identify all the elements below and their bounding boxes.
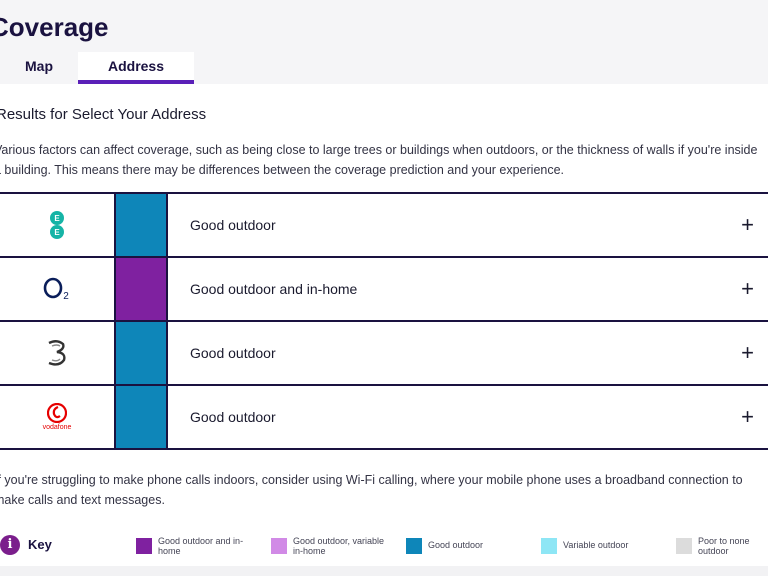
svg-text:2: 2	[63, 291, 69, 302]
tab-address[interactable]: Address	[78, 52, 194, 84]
network-row-o2[interactable]: 2 Good outdoor and in-home +	[0, 256, 768, 320]
key-label: Variable outdoor	[563, 540, 629, 550]
expand-plus-icon[interactable]: +	[741, 276, 754, 301]
coverage-label: Good outdoor and in-home	[190, 281, 358, 297]
coverage-label: Good outdoor	[190, 409, 276, 425]
wifi-calling-note: If you're struggling to make phone calls…	[0, 473, 743, 507]
key-label: Poor to none outdoor	[698, 536, 750, 556]
coverage-swatch	[114, 386, 168, 448]
coverage-swatch	[114, 194, 168, 256]
key-label: Good outdoor and in-home	[158, 536, 244, 556]
key-label: Good outdoor	[428, 540, 484, 550]
footer-strip	[0, 566, 768, 576]
three-logo-icon	[0, 322, 114, 384]
key-swatch	[541, 538, 557, 554]
key-swatch	[406, 538, 422, 554]
expand-plus-icon[interactable]: +	[741, 404, 754, 429]
results-heading: Results for Select Your Address	[0, 106, 207, 123]
key-label: Good outdoor, variable in-home	[293, 536, 385, 556]
expand-plus-icon[interactable]: +	[741, 340, 754, 365]
o2-logo-icon: 2	[0, 258, 114, 320]
svg-text:E: E	[54, 214, 60, 223]
network-list: E E Good outdoor + 2 Good outdoor and in…	[0, 192, 768, 450]
network-row-ee[interactable]: E E Good outdoor +	[0, 192, 768, 256]
network-row-vodafone[interactable]: vodafone Good outdoor +	[0, 384, 768, 450]
tab-map[interactable]: Map	[0, 52, 78, 84]
svg-text:E: E	[54, 228, 60, 237]
expand-plus-icon[interactable]: +	[741, 212, 754, 237]
key-swatch	[136, 538, 152, 554]
vodafone-logo-icon: vodafone	[0, 386, 114, 448]
vodafone-wordmark: vodafone	[42, 424, 72, 431]
info-icon[interactable]: i	[0, 535, 20, 555]
key-swatch	[271, 538, 287, 554]
ee-logo-icon: E E	[0, 194, 114, 256]
page-title: Coverage	[0, 12, 109, 42]
key-swatch	[676, 538, 692, 554]
coverage-label: Good outdoor	[190, 345, 276, 361]
coverage-swatch	[114, 258, 168, 320]
coverage-swatch	[114, 322, 168, 384]
key-title: Key	[28, 537, 52, 552]
coverage-key: i Key Good outdoor and in-home Good outd…	[0, 532, 768, 562]
coverage-disclaimer: Various factors can affect coverage, suc…	[0, 143, 758, 177]
coverage-label: Good outdoor	[190, 217, 276, 233]
network-row-three[interactable]: Good outdoor +	[0, 320, 768, 384]
